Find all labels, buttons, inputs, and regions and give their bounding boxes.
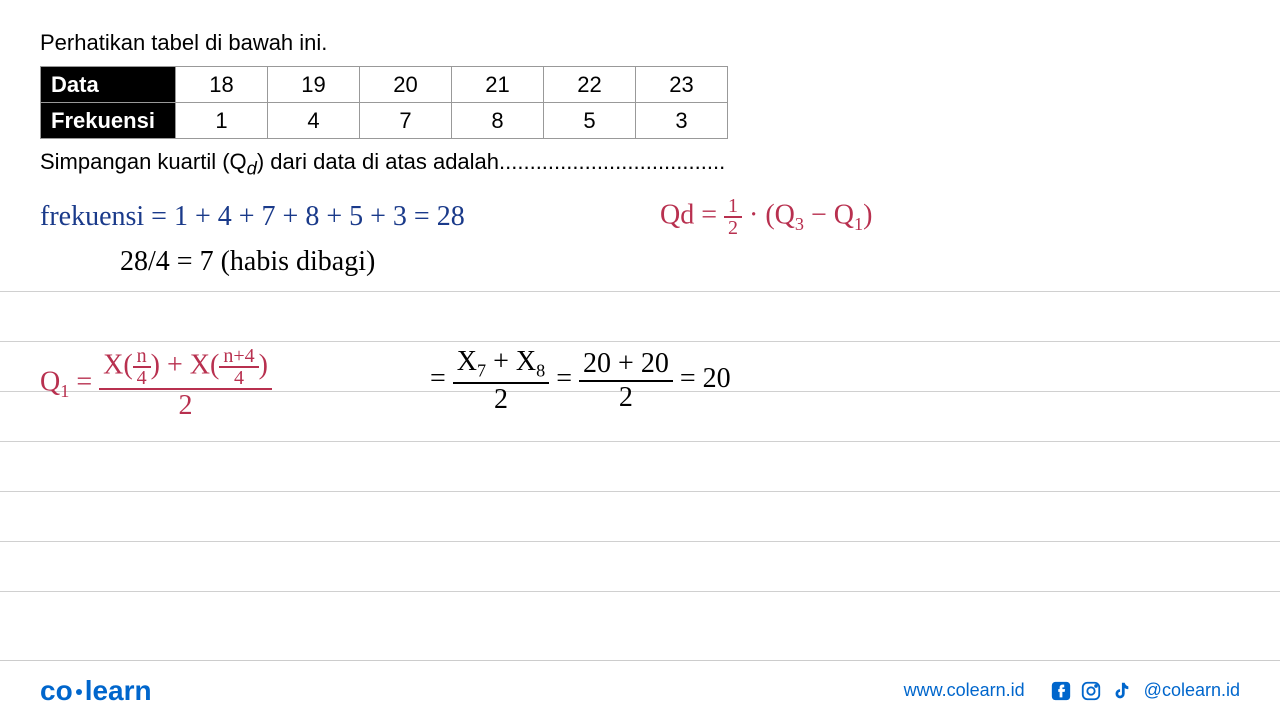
text: =: [549, 364, 579, 395]
hw-qd-formula: Qd = 12 · (Q3 − Q1): [660, 196, 872, 238]
numerator: 20 + 20: [579, 348, 673, 382]
fraction: 12: [724, 196, 742, 238]
tiktok-icon[interactable]: [1110, 680, 1132, 702]
numerator: n: [133, 346, 151, 368]
data-cell: 19: [268, 67, 360, 103]
notebook-line: [0, 541, 1280, 542]
notebook-line: [0, 341, 1280, 342]
subscript: 3: [795, 214, 804, 234]
fraction: X(n4) + X(n+44)2: [99, 346, 272, 422]
logo-dot-icon: [76, 689, 82, 695]
text: X(: [103, 350, 133, 381]
data-table: Data 18 19 20 21 22 23 Frekuensi 1 4 7 8…: [40, 66, 728, 139]
numerator: n+4: [219, 346, 258, 368]
notebook-line: [0, 291, 1280, 292]
text: =: [430, 364, 453, 395]
text: X: [457, 346, 477, 377]
social-icons: @colearn.id: [1050, 680, 1240, 702]
freq-cell: 8: [452, 103, 544, 139]
row-header-data: Data: [41, 67, 176, 103]
numerator: 1: [724, 196, 742, 218]
data-cell: 22: [544, 67, 636, 103]
logo-part2: learn: [85, 675, 152, 706]
social-handle[interactable]: @colearn.id: [1144, 680, 1240, 701]
denominator: 2: [99, 390, 272, 422]
text: ) + X(: [151, 350, 220, 381]
footer-right: www.colearn.id @colearn.id: [904, 680, 1240, 702]
table-row: Data 18 19 20 21 22 23: [41, 67, 728, 103]
logo-part1: co: [40, 675, 73, 706]
data-cell: 23: [636, 67, 728, 103]
numerator: X(n4) + X(n+44): [99, 346, 272, 390]
denominator: 2: [724, 218, 742, 238]
text: + X: [486, 346, 536, 377]
denominator: 2: [579, 382, 673, 414]
freq-cell: 5: [544, 103, 636, 139]
notebook-line: [0, 591, 1280, 592]
subscript: 8: [536, 361, 545, 381]
notebook-line: [0, 491, 1280, 492]
data-cell: 18: [176, 67, 268, 103]
facebook-icon[interactable]: [1050, 680, 1072, 702]
fraction: n4: [133, 346, 151, 388]
fraction: n+44: [219, 346, 258, 388]
hw-freq-sum: frekuensi = 1 + 4 + 7 + 8 + 5 + 3 = 28: [40, 201, 465, 233]
fraction: X7 + X82: [453, 346, 549, 416]
freq-cell: 4: [268, 103, 360, 139]
notebook-line: [0, 441, 1280, 442]
question-subtitle: Simpangan kuartil (Qd) dari data di atas…: [40, 149, 1240, 179]
text: =: [69, 367, 99, 398]
freq-cell: 7: [360, 103, 452, 139]
fraction: 20 + 202: [579, 348, 673, 414]
text: = 20: [673, 364, 731, 395]
numerator: X7 + X8: [453, 346, 549, 384]
text: Qd =: [660, 200, 724, 231]
data-cell: 20: [360, 67, 452, 103]
denominator: 4: [219, 368, 258, 388]
logo: colearn: [40, 675, 152, 707]
data-cell: 21: [452, 67, 544, 103]
hw-q1-calculation: = X7 + X82 = 20 + 202 = 20: [430, 346, 731, 416]
text: ): [863, 200, 872, 231]
text: − Q: [804, 200, 854, 231]
text: ): [259, 350, 268, 381]
text: Q: [40, 367, 60, 398]
subscript: 7: [477, 361, 486, 381]
handwriting-area: frekuensi = 1 + 4 + 7 + 8 + 5 + 3 = 28 Q…: [40, 191, 1240, 611]
freq-cell: 1: [176, 103, 268, 139]
hw-q1-formula-red: Q1 = X(n4) + X(n+44)2: [40, 346, 272, 422]
subscript: 1: [60, 381, 69, 401]
table-row: Frekuensi 1 4 7 8 5 3: [41, 103, 728, 139]
text: · (Q: [742, 200, 795, 231]
denominator: 4: [133, 368, 151, 388]
footer: colearn www.colearn.id @colearn.id: [0, 660, 1280, 720]
website-link[interactable]: www.colearn.id: [904, 680, 1025, 701]
hw-division: 28/4 = 7 (habis dibagi): [120, 246, 375, 278]
denominator: 2: [453, 384, 549, 416]
instagram-icon[interactable]: [1080, 680, 1102, 702]
row-header-freq: Frekuensi: [41, 103, 176, 139]
question-intro: Perhatikan tabel di bawah ini.: [40, 30, 1240, 56]
freq-cell: 3: [636, 103, 728, 139]
subscript: 1: [854, 214, 863, 234]
